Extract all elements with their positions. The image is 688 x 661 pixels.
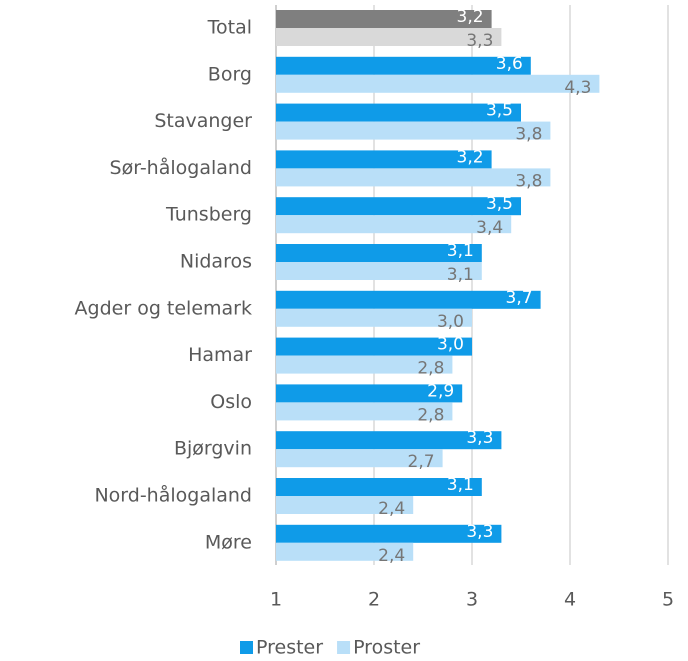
value-label: 3,8	[515, 125, 542, 145]
bar	[276, 355, 453, 374]
category-label: Stavanger	[154, 110, 252, 132]
value-label: 2,8	[417, 359, 444, 379]
value-label: 2,7	[408, 452, 435, 472]
category-label: Sør-hålogaland	[110, 156, 252, 179]
bar	[276, 262, 482, 280]
value-label: 3,3	[466, 428, 493, 448]
bar	[276, 431, 502, 450]
value-label: 3,5	[486, 194, 513, 214]
legend-swatch	[337, 641, 351, 654]
category-label: Hamar	[188, 344, 252, 366]
bar	[276, 496, 414, 514]
bar	[276, 74, 600, 93]
value-label: 3,2	[457, 7, 484, 27]
category-label: Agder og telemark	[75, 297, 252, 319]
value-label: 3,0	[437, 312, 464, 332]
bar	[276, 244, 482, 262]
bar	[276, 542, 414, 561]
category-label: Tunsberg	[165, 204, 252, 226]
x-tick-label: 1	[270, 589, 282, 611]
bar	[276, 103, 521, 122]
value-label: 2,4	[378, 546, 405, 566]
value-label: 3,1	[447, 265, 474, 285]
legend-label: Prester	[256, 637, 323, 659]
value-label: 2,8	[417, 405, 444, 425]
x-tick-label: 5	[662, 589, 674, 611]
bar	[276, 402, 453, 421]
bar	[276, 384, 463, 403]
category-label: Møre	[205, 531, 252, 553]
bar	[276, 56, 531, 75]
value-label: 3,8	[515, 171, 542, 191]
legend-swatch	[240, 641, 253, 654]
bar	[276, 10, 492, 28]
category-label: Total	[207, 17, 252, 39]
bar	[276, 308, 472, 327]
bar	[276, 121, 551, 140]
x-tick-label: 2	[368, 589, 380, 611]
category-label: Oslo	[210, 391, 252, 413]
value-label: 3,7	[506, 288, 533, 308]
value-label: 3,3	[466, 31, 493, 51]
x-tick-label: 3	[466, 589, 478, 611]
value-label: 3,5	[486, 101, 513, 121]
bar	[276, 215, 512, 234]
value-label: 3,1	[447, 241, 474, 261]
bar	[276, 524, 502, 543]
value-label: 3,4	[476, 218, 503, 238]
bar	[276, 197, 521, 216]
bar	[276, 168, 551, 187]
value-label: 2,4	[378, 499, 405, 519]
value-label: 3,2	[457, 147, 484, 167]
value-label: 3,0	[437, 335, 464, 355]
category-label: Bjørgvin	[174, 438, 252, 460]
category-label: Nidaros	[180, 251, 252, 273]
value-label: 4,3	[564, 78, 591, 98]
value-label: 3,6	[496, 54, 523, 74]
value-label: 3,3	[466, 522, 493, 542]
value-label: 3,1	[447, 475, 474, 495]
value-label: 2,9	[427, 381, 454, 401]
bar	[276, 337, 472, 356]
bar	[276, 150, 492, 169]
bar	[276, 290, 541, 309]
x-tick-label: 4	[564, 589, 576, 611]
bar	[276, 478, 482, 496]
category-label: Nord-hålogaland	[94, 484, 252, 507]
category-label: Borg	[208, 63, 252, 85]
bar	[276, 449, 443, 468]
bar	[276, 28, 502, 46]
legend-label: Proster	[353, 637, 420, 659]
